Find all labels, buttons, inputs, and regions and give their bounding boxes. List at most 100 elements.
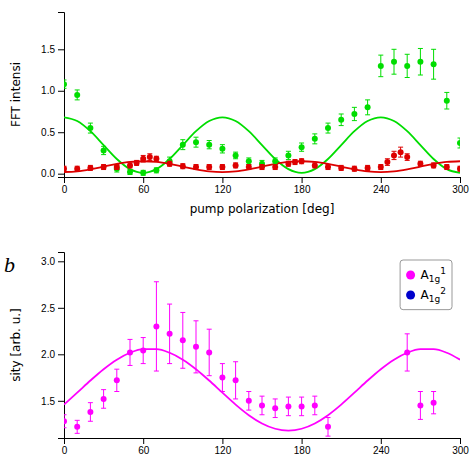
x-tick: 60 [138,177,150,195]
error-bar [312,134,317,144]
data-point [193,164,199,170]
x-tick-label: 240 [373,445,390,456]
error-bar [299,159,304,164]
x-tick: 240 [373,438,390,456]
y-tick-label: 1.5 [41,44,55,55]
error-bar [431,163,436,168]
error-bar [101,146,106,154]
error-bar [246,158,251,165]
data-point [167,331,173,337]
data-point [444,164,450,170]
error-bar [114,165,119,170]
error-bar [141,338,146,364]
data-point [444,98,450,104]
error-bar [326,165,331,170]
data-point [64,81,67,87]
error-bar [273,158,278,165]
x-tick: 180 [294,438,311,456]
y-tick: 2.5 [41,303,64,314]
data-point [246,164,252,170]
data-point [404,63,410,69]
error-bar [154,168,159,173]
data-point [219,146,225,152]
x-tick-mark [302,177,303,183]
y-tick-label: 1.0 [41,85,55,96]
error-bar [418,161,423,166]
data-point [180,163,186,169]
data-point [140,348,146,354]
error-bar [233,163,238,168]
data-point [378,164,384,170]
error-bar [326,418,331,437]
data-point [127,169,133,175]
x-tick-mark [460,438,461,444]
x-tick: 180 [294,177,311,195]
data-point [457,140,460,146]
data-point [101,164,107,170]
data-point [246,158,252,164]
legend-label: A1g1 [421,266,446,284]
y-axis: 0.00.51.01.5 [41,13,64,180]
data-point [338,165,344,171]
y-tick-mark [58,132,64,133]
data-point [180,337,186,343]
data-point [431,400,437,406]
error-bar [154,156,159,161]
y-tick: 2.0 [41,349,64,360]
legend-label-part: 1g [429,294,440,304]
error-bar [64,415,67,428]
data-point [74,92,80,98]
y-tick-label: 1.5 [41,396,55,407]
x-tick-label: 60 [138,184,150,195]
data-point [351,166,357,172]
x-tick: 120 [215,438,232,456]
data-point [101,147,107,153]
data-point [74,166,80,172]
data-point [417,161,423,167]
data-point [457,166,460,172]
data-point [404,349,410,355]
x-tick: 120 [215,177,232,195]
error-bar [392,49,397,74]
error-bar [378,165,383,170]
y-tick-label: 2.0 [41,349,55,360]
error-bar [88,165,93,170]
y-axis-title: sity [arb. u.] [9,308,23,382]
panel-label: b [4,252,15,277]
error-bar [220,364,225,392]
x-tick-label: 120 [215,445,232,456]
data-point [140,156,146,162]
y-tick-mark [58,91,64,92]
x-tick-label: 60 [138,445,150,456]
error-bar [418,392,423,420]
error-bar [180,140,185,150]
x-tick-label: 300 [452,445,469,456]
error-bar [312,396,317,415]
error-bar [147,154,152,161]
error-bar [260,396,265,415]
error-bar [141,170,146,175]
y-tick: 1.5 [41,396,64,407]
error-bar [339,114,344,126]
data-point [272,405,278,411]
error-bar [167,304,172,364]
error-bar [141,155,146,162]
x-axis-line [65,178,461,184]
error-bar [207,141,212,149]
error-bar [405,154,410,161]
data-point [180,142,186,148]
error-bar [114,369,119,391]
error-bar [167,161,172,166]
y-tick: 1.0 [41,85,64,96]
data-point [219,164,225,170]
x-tick-label: 180 [294,184,311,195]
data-point [167,161,173,167]
error-bar [398,147,403,157]
data-point [87,125,93,131]
data-point [285,152,291,158]
x-tick: 300 [452,177,469,195]
data-point [127,349,133,355]
legend-label-part: 1 [440,266,446,276]
error-bar [64,80,67,88]
data-point [114,377,120,383]
